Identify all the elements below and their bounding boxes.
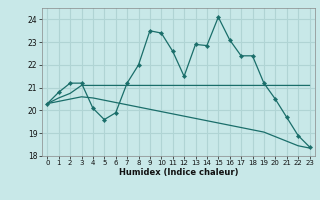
X-axis label: Humidex (Indice chaleur): Humidex (Indice chaleur) xyxy=(119,168,238,177)
